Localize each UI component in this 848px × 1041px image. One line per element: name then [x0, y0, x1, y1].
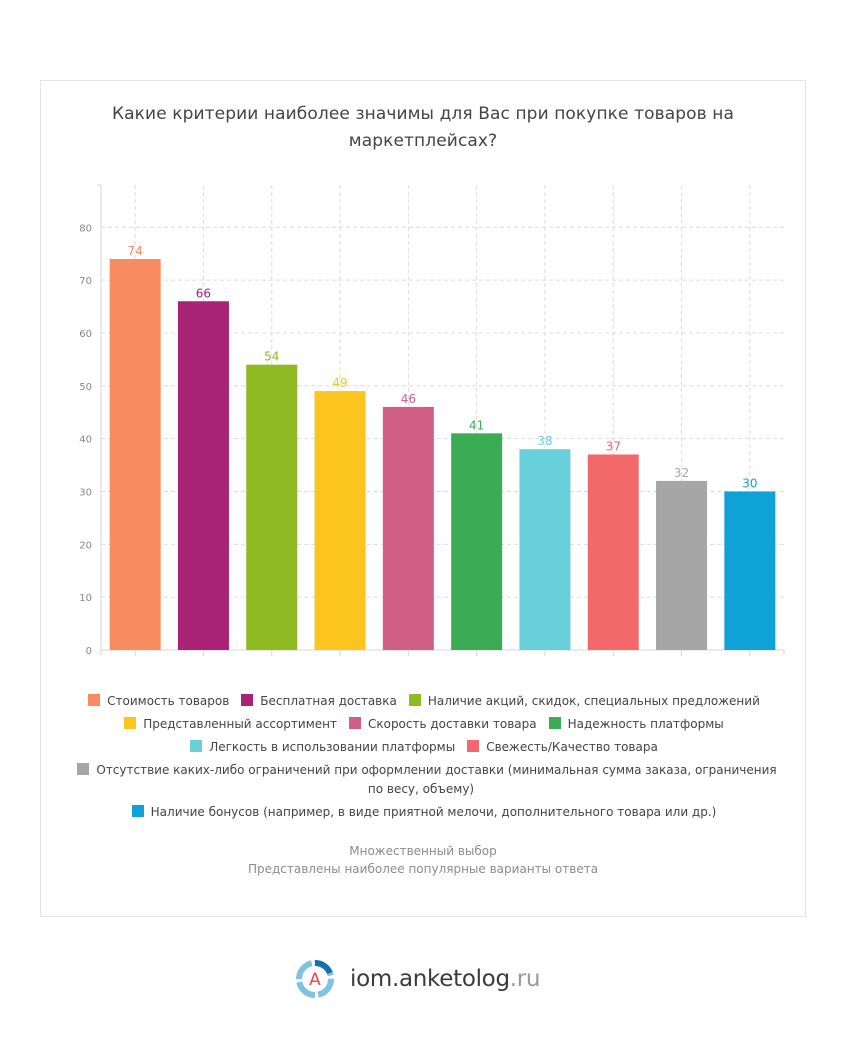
- bar-5: [382, 406, 434, 650]
- legend-label: Наличие акций, скидок, специальных предл…: [427, 694, 760, 708]
- bar-value-label: 38: [537, 434, 552, 448]
- bar-value-label: 54: [264, 350, 279, 364]
- legend-row: Стоимость товаров Бесплатная доставка Нали…: [70, 692, 778, 711]
- legend-item[interactable]: Наличие бонусов (например, в виде приятн…: [131, 805, 717, 819]
- y-tick-label: 50: [79, 382, 92, 393]
- legend-swatch: [190, 740, 203, 752]
- legend-row: Легкость в использовании платформы Свежес…: [70, 738, 778, 757]
- y-tick-label: 70: [79, 276, 92, 287]
- bar-value-label: 49: [332, 376, 347, 390]
- note-popular-answers: Представлены наиболее популярные вариант…: [247, 862, 599, 876]
- logo-letter: A: [309, 970, 321, 990]
- bar-value-label: 30: [742, 476, 757, 490]
- bar-7: [519, 449, 571, 650]
- legend-item[interactable]: Бесплатная доставка: [241, 694, 397, 708]
- legend-label: Свежесть/Качество товара: [486, 740, 658, 754]
- y-tick-label: 80: [79, 223, 92, 234]
- legend-label: Надежность платформы: [567, 717, 724, 731]
- legend-label: Наличие бонусов (например, в виде приятн…: [150, 805, 717, 819]
- legend-swatch: [348, 717, 361, 729]
- y-tick-label: 10: [79, 593, 92, 604]
- legend-label: Легкость в использовании платформы: [209, 740, 456, 754]
- bar-6: [451, 433, 503, 650]
- y-tick-label: 20: [79, 540, 92, 551]
- bar-value-label: 66: [196, 286, 211, 300]
- legend-item[interactable]: Скорость доставки товара: [348, 717, 537, 731]
- chart-title: Какие критерии наиболее значимы для Вас …: [111, 104, 734, 151]
- anketolog-logo[interactable]: A iom.anketolog.ru: [292, 956, 541, 1002]
- legend-label: Бесплатная доставка: [260, 694, 397, 708]
- legend-swatch: [548, 717, 561, 729]
- bar-2: [177, 301, 229, 650]
- legend-item[interactable]: Легкость в использовании платформы: [190, 740, 455, 754]
- legend-label: Стоимость товаров: [107, 694, 230, 708]
- chart-legend: Стоимость товаров Бесплатная доставка Нали…: [70, 692, 778, 826]
- legend-swatch: [241, 694, 254, 706]
- logo-text: iom.anketolog.ru: [350, 966, 541, 992]
- bar-3: [246, 364, 298, 650]
- legend-item[interactable]: Стоимость товаров: [88, 694, 229, 708]
- bar-value-label: 41: [469, 418, 484, 432]
- legend-row: Представленный ассортимент Скорость доста…: [70, 715, 778, 734]
- bar-chart: 0 10 20 30 40 50 60 70 80 74 66 54 49 46 41 38 37 32 30: [79, 184, 785, 657]
- legend-row: Наличие бонусов (например, в виде приятн…: [70, 803, 778, 822]
- y-tick-label: 40: [79, 435, 92, 446]
- legend-swatch: [88, 694, 101, 706]
- bar-4: [314, 391, 366, 650]
- bar-8: [587, 454, 639, 650]
- legend-swatch: [131, 805, 144, 817]
- bar-value-label: 37: [606, 439, 621, 453]
- legend-swatch: [408, 694, 421, 706]
- legend-item[interactable]: Наличие акций, скидок, специальных предл…: [408, 694, 760, 708]
- anketolog-logo-icon: A: [296, 959, 334, 998]
- legend-item[interactable]: Надежность платформы: [548, 717, 724, 731]
- bar-value-label: 46: [401, 392, 416, 406]
- bar-value-label: 32: [674, 466, 689, 480]
- legend-item[interactable]: Представленный ассортимент: [124, 717, 337, 731]
- legend-swatch: [124, 717, 137, 729]
- legend-swatch: [467, 740, 480, 752]
- bar-value-label: 74: [128, 244, 143, 258]
- legend-label: Скорость доставки товара: [367, 717, 537, 731]
- logo-tld: .ru: [509, 966, 541, 992]
- note-multiple-choice: Множественный выбор: [349, 844, 497, 858]
- bar-9: [656, 480, 708, 650]
- bar-10: [724, 491, 776, 650]
- legend-item[interactable]: Отсутствие каких-либо ограничений при оф…: [77, 763, 777, 796]
- y-tick-label: 30: [79, 487, 92, 498]
- legend-label: Представленный ассортимент: [143, 717, 337, 731]
- chart-notes: Множественный выбор Представлены наиболе…: [40, 842, 806, 878]
- legend-row: Отсутствие каких-либо ограничений при оф…: [70, 761, 778, 799]
- legend-label: Отсутствие каких-либо ограничений при оф…: [96, 763, 777, 796]
- bar-1: [109, 258, 161, 650]
- y-tick-label: 0: [86, 646, 92, 657]
- logo-domain-name: iom.anketolog: [350, 966, 510, 992]
- legend-item[interactable]: Свежесть/Качество товара: [467, 740, 658, 754]
- legend-swatch: [77, 763, 90, 775]
- y-tick-label: 60: [79, 329, 92, 340]
